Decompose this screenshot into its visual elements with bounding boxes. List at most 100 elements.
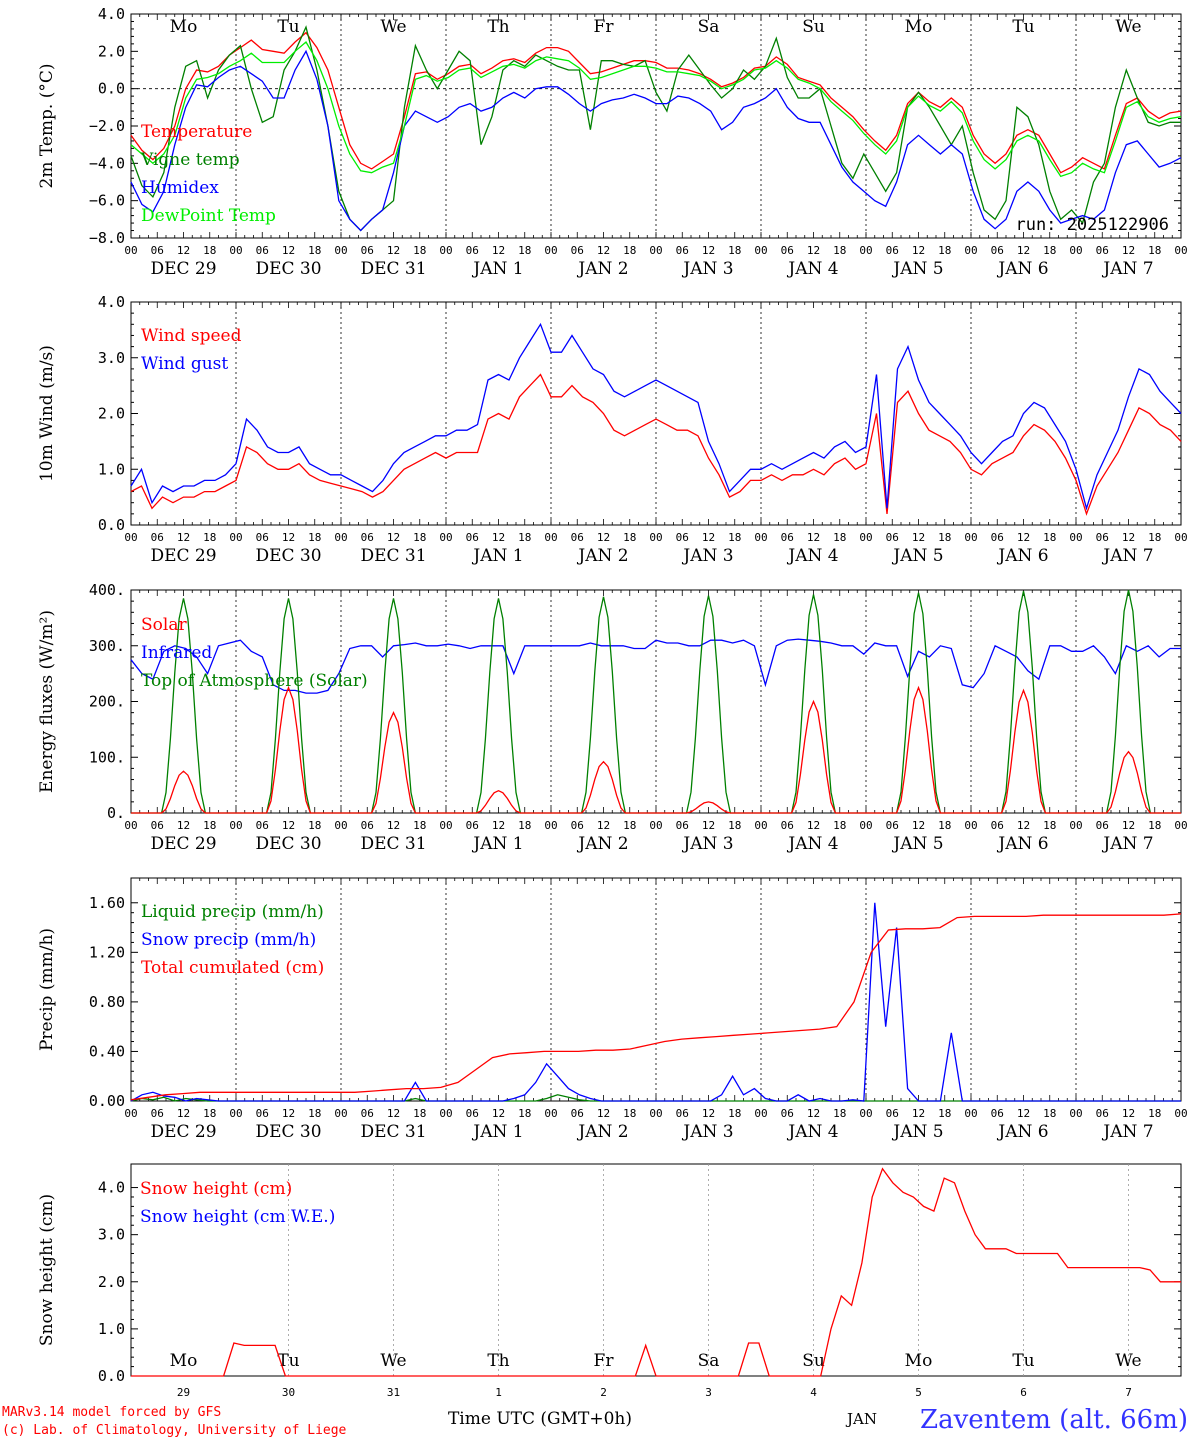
hour-label: 06 — [151, 819, 164, 832]
hour-label: 12 — [387, 819, 400, 832]
hour-label: 00 — [649, 531, 662, 544]
date-label: DEC 29 — [150, 546, 216, 566]
hour-label: 06 — [676, 819, 689, 832]
series-3 — [130, 49, 1182, 232]
date-label: JAN 7 — [1101, 546, 1153, 566]
hour-label: 00 — [334, 1107, 347, 1120]
weekday-label: Fr — [594, 1351, 615, 1371]
date-label: JAN 6 — [996, 834, 1048, 854]
series-3 — [130, 913, 1182, 1101]
hour-label: 06 — [781, 531, 794, 544]
hour-label: 06 — [256, 531, 269, 544]
hour-label: 00 — [754, 244, 767, 257]
y-tick-label: −8.0 — [89, 229, 125, 247]
panel-5: 0.0 1.0 2.0 3.0 4.0 Snow height (cm) Mo Tu We Th F… — [37, 1163, 1182, 1399]
hour-label: 12 — [807, 531, 820, 544]
hour-label: 06 — [991, 244, 1004, 257]
hour-label: 00 — [229, 1107, 242, 1120]
date-label: JAN 5 — [891, 834, 943, 854]
y-tick-label: 2.0 — [98, 42, 125, 60]
date-label: JAN 5 — [891, 259, 943, 279]
y-tick-label: 3.0 — [98, 349, 125, 367]
date-label: DEC 31 — [360, 1122, 426, 1142]
legend-entry: Vigne temp — [140, 150, 240, 170]
date-label: JAN 4 — [786, 259, 838, 279]
hour-label: 12 — [387, 531, 400, 544]
hour-label: 18 — [413, 819, 426, 832]
hour-label: 06 — [1096, 244, 1109, 257]
y-axis-label: 10m Wind (m/s) — [37, 345, 57, 482]
hour-label: 06 — [466, 1107, 479, 1120]
date-label: DEC 30 — [255, 546, 321, 566]
weekday-label: Th — [487, 17, 509, 37]
hour-label: 00 — [754, 531, 767, 544]
date-number: 7 — [1125, 1386, 1132, 1399]
y-tick-label: 0.00 — [89, 1092, 125, 1110]
hour-label: 12 — [702, 531, 715, 544]
date-label: JAN 3 — [681, 546, 733, 566]
lab-credit: (c) Lab. of Climatology, University of L… — [2, 1423, 347, 1438]
weekday-label: We — [380, 17, 406, 37]
hour-label: 00 — [1069, 1107, 1082, 1120]
hour-label: 00 — [964, 244, 977, 257]
hour-label: 00 — [544, 819, 557, 832]
hour-label: 00 — [439, 1107, 452, 1120]
x-axis-label: Time UTC (GMT+0h) — [448, 1409, 632, 1429]
y-tick-label: 4.0 — [98, 5, 125, 23]
hour-label: 00 — [229, 244, 242, 257]
hour-label: 06 — [361, 819, 374, 832]
date-label: JAN 4 — [786, 546, 838, 566]
hour-label: 18 — [938, 1107, 951, 1120]
hour-label: 12 — [702, 1107, 715, 1120]
date-label: DEC 31 — [360, 546, 426, 566]
hour-label: 06 — [1096, 1107, 1109, 1120]
series-infrared — [130, 638, 1181, 694]
date-number: 5 — [915, 1386, 922, 1399]
hour-label: 18 — [308, 531, 321, 544]
hour-label: 12 — [597, 1107, 610, 1120]
hour-label: 00 — [649, 819, 662, 832]
hour-label: 06 — [886, 244, 899, 257]
hour-label: 00 — [229, 819, 242, 832]
hour-label: 18 — [728, 1107, 741, 1120]
hour-label: 00 — [1069, 244, 1082, 257]
weekday-label: Mo — [170, 17, 198, 37]
hour-label: 06 — [676, 244, 689, 257]
date-label: JAN 2 — [576, 834, 628, 854]
y-tick-label: −2.0 — [89, 117, 125, 135]
hour-label: 12 — [912, 1107, 925, 1120]
hour-label: 18 — [833, 531, 846, 544]
hour-label: 12 — [492, 244, 505, 257]
run-annotation: run: 2025122906 — [1015, 215, 1169, 235]
hour-label: 06 — [256, 819, 269, 832]
hour-label: 12 — [1017, 244, 1030, 257]
legend-entry: Snow height (cm W.E.) — [140, 1207, 335, 1227]
hour-label: 00 — [859, 244, 872, 257]
hour-label: 18 — [728, 244, 741, 257]
weekday-label: We — [380, 1351, 406, 1371]
date-number: 3 — [705, 1386, 712, 1399]
hour-label: 12 — [282, 531, 295, 544]
hour-label: 12 — [492, 819, 505, 832]
hour-label: 00 — [649, 1107, 662, 1120]
date-label: JAN 3 — [681, 259, 733, 279]
hour-label: 00 — [124, 819, 137, 832]
hour-label: 12 — [177, 819, 190, 832]
date-label: JAN 7 — [1101, 1122, 1153, 1142]
hour-label: 06 — [886, 531, 899, 544]
hour-label: 06 — [571, 819, 584, 832]
hour-label: 12 — [1017, 531, 1030, 544]
hour-label: 00 — [859, 819, 872, 832]
date-number: 31 — [387, 1386, 400, 1399]
hour-label: 12 — [702, 244, 715, 257]
date-label: JAN 6 — [996, 546, 1048, 566]
y-tick-label: 300. — [89, 637, 125, 655]
hour-label: 18 — [1043, 819, 1056, 832]
y-tick-label: 2.0 — [98, 405, 125, 423]
hour-label: 00 — [649, 244, 662, 257]
y-axis-label: Precip (mm/h) — [37, 928, 57, 1051]
hour-label: 00 — [1174, 1107, 1187, 1120]
legend-entry: DewPoint Temp — [141, 206, 276, 226]
hour-label: 18 — [833, 244, 846, 257]
hour-label: 18 — [1148, 244, 1161, 257]
